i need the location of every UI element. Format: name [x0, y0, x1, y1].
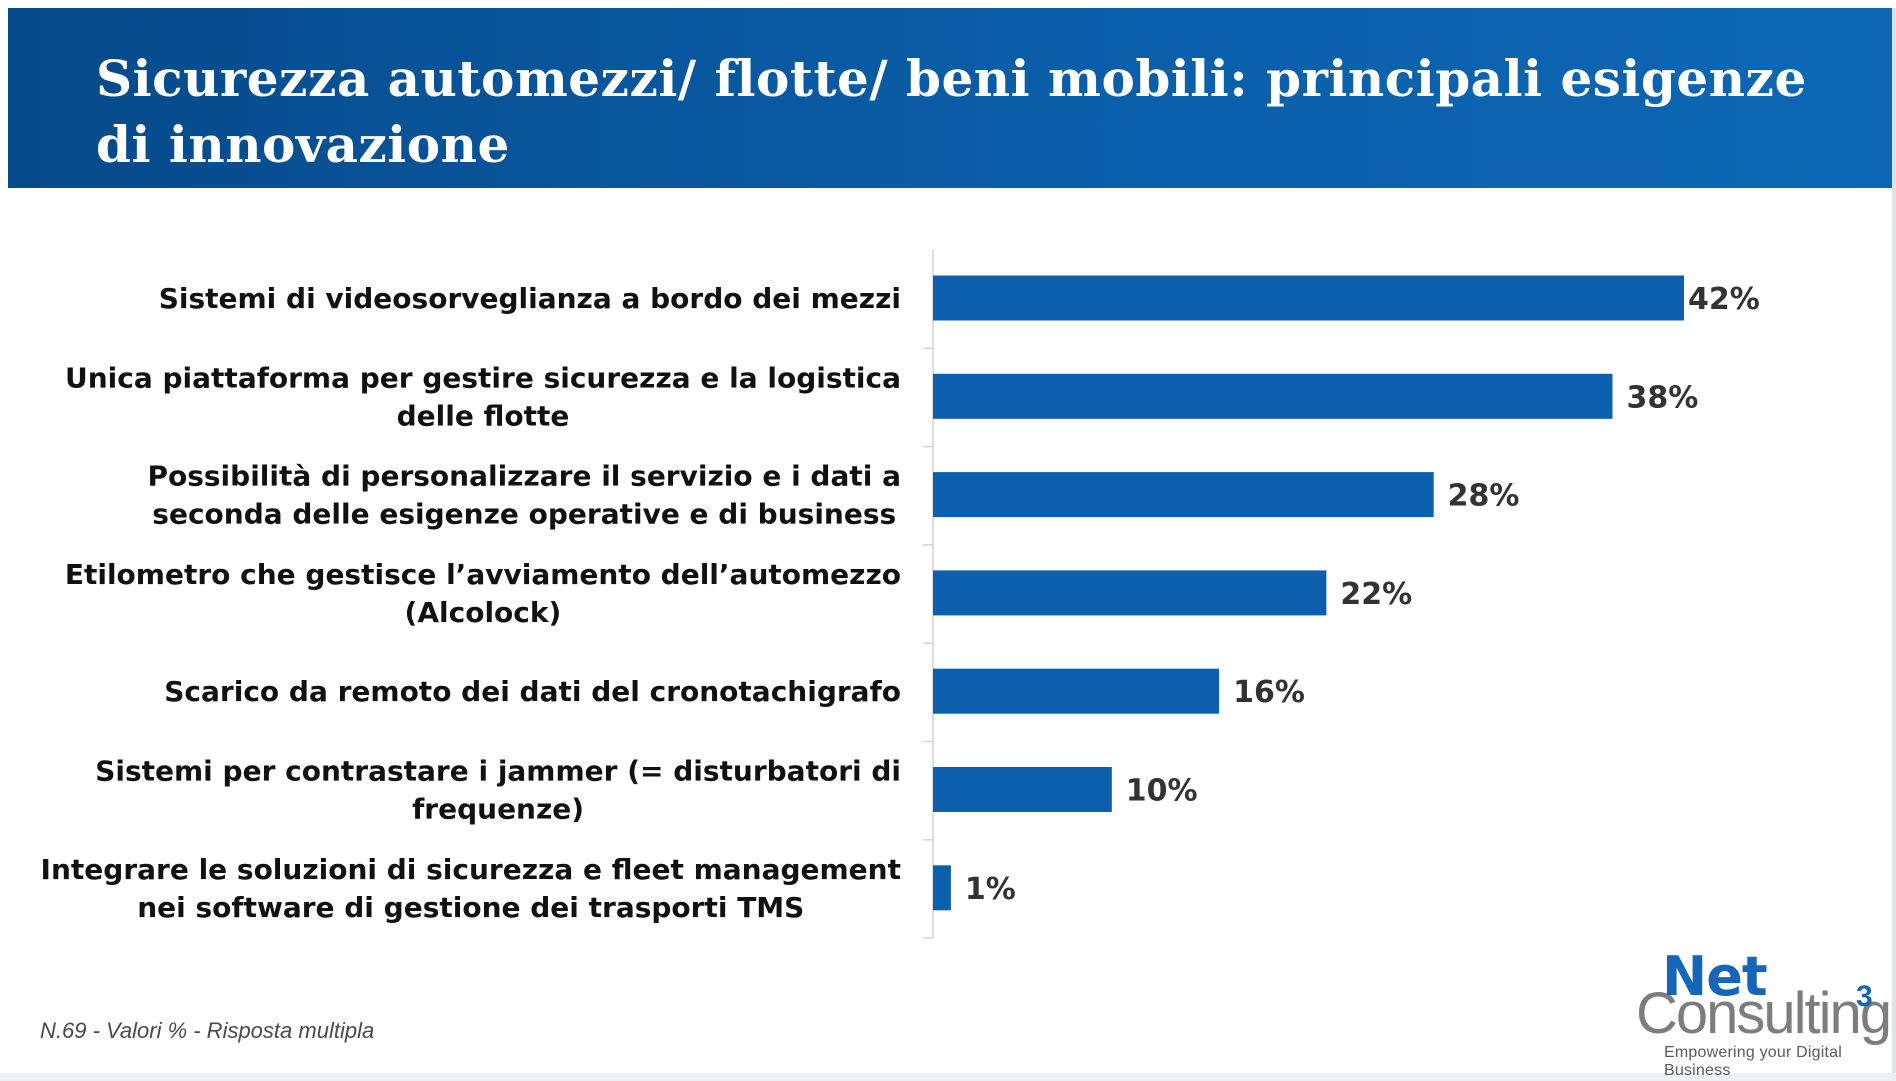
- data-label: 16%: [1233, 675, 1305, 710]
- page-title: Sicurezza automezzi/ flotte/ beni mobili…: [96, 49, 1807, 174]
- header-banner: Sicurezza automezzi/ flotte/ beni mobili…: [8, 8, 1892, 188]
- category-label: Scarico da remoto dei dati del cronotach…: [164, 675, 901, 708]
- bar: [933, 472, 1434, 518]
- category-label: Possibilità di personalizzare il servizi…: [147, 460, 901, 531]
- slide-edge: [1892, 8, 1896, 1073]
- bar: [933, 570, 1327, 616]
- category-label: Sistemi per contrastare i jammer (= dist…: [95, 755, 901, 826]
- logo-superscript: 3: [1856, 980, 1873, 1013]
- logo-tagline: Empowering your Digital Business: [1664, 1044, 1843, 1079]
- logo-net-text: Net: [1662, 945, 1768, 1008]
- data-label: 1%: [965, 872, 1016, 907]
- footnote: N.69 - Valori % - Risposta multipla: [40, 1018, 375, 1043]
- data-label: 22%: [1340, 577, 1412, 612]
- category-label: Unica piattaforma per gestire sicurezza …: [65, 361, 901, 432]
- bar: [933, 767, 1112, 812]
- bar: [933, 275, 1684, 321]
- slide-bottom-edge: [0, 1073, 1896, 1081]
- category-label: Integrare le soluzioni di sicurezza e fl…: [41, 853, 901, 924]
- data-label: 38%: [1626, 380, 1698, 415]
- bar: [933, 668, 1220, 714]
- netconsulting-logo: Consulting Net 3 Empowering your Digital…: [1630, 945, 1892, 1080]
- logo-consulting-text: Consulting: [1636, 981, 1892, 1046]
- data-label: 10%: [1126, 774, 1198, 809]
- category-label: Etilometro che gestisce l’avviamento del…: [65, 558, 901, 629]
- data-label: 28%: [1448, 479, 1520, 514]
- bar: [933, 865, 951, 911]
- bar: [933, 373, 1613, 419]
- category-label: Sistemi di videosorveglianza a bordo dei…: [159, 282, 901, 315]
- data-label: 42%: [1688, 282, 1760, 317]
